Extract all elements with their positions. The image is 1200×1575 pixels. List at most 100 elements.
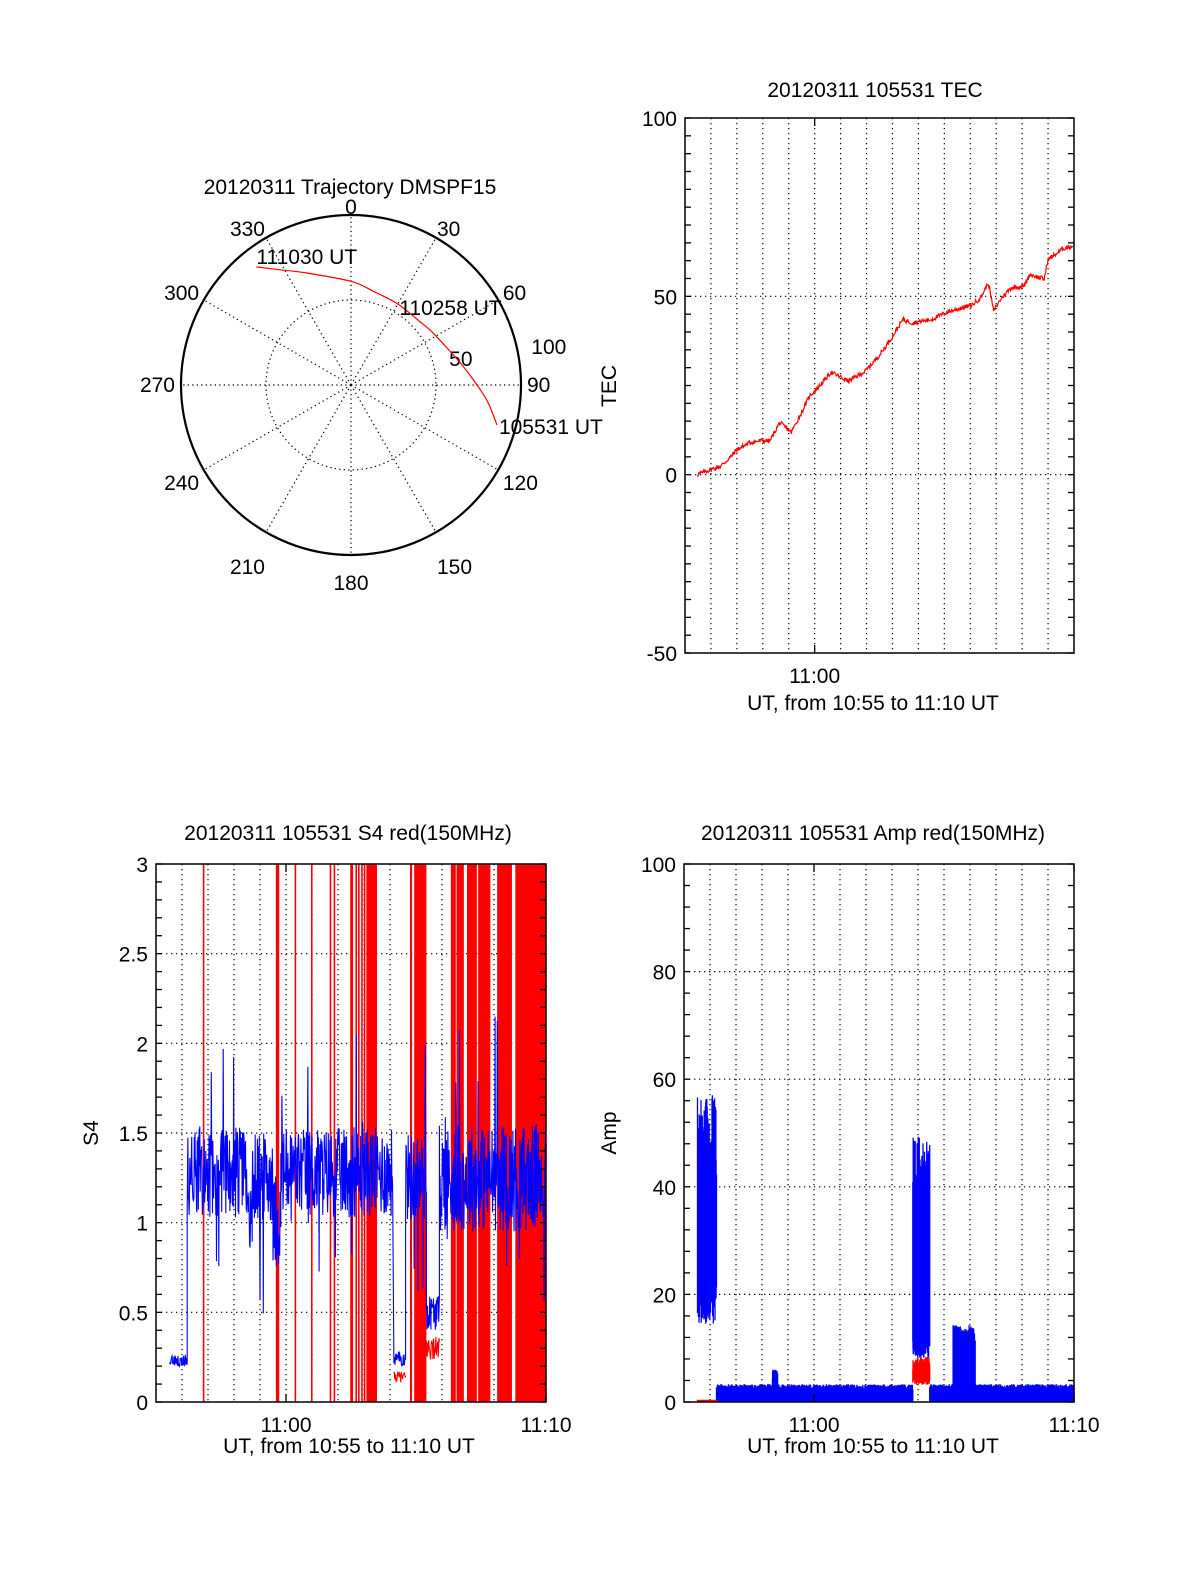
s4-red-line — [393, 1371, 407, 1383]
tec-ytick-label: -50 — [647, 643, 677, 666]
polar-angle-label: 300 — [164, 282, 199, 305]
s4-red-bar — [329, 864, 332, 1402]
amp-red-series — [696, 1399, 718, 1402]
amp-xlabel: UT, from 10:55 to 11:10 UT — [747, 1435, 999, 1458]
polar-angle-label: 180 — [333, 572, 368, 595]
s4-series — [169, 864, 546, 1402]
polar-angle-label: 60 — [503, 282, 526, 305]
s4-ytick-label: 0.5 — [119, 1302, 148, 1325]
tec-ylabel: TEC — [598, 365, 621, 407]
s4-xtick-label: 11:00 — [261, 1414, 312, 1437]
tec-ytick-label: 100 — [642, 108, 677, 131]
s4-red-bar — [294, 864, 297, 1402]
amp-ylabel: Amp — [598, 1111, 621, 1154]
tec-xlabel: UT, from 10:55 to 11:10 UT — [747, 692, 999, 715]
polar-spoke — [350, 384, 499, 471]
s4-red-bar — [310, 864, 313, 1402]
s4-title: 20120311 105531 S4 red(150MHz) — [184, 822, 512, 845]
s4-ytick-label: 3 — [136, 854, 148, 877]
tec-title: 20120311 105531 TEC — [767, 79, 982, 102]
amp-xtick-label: 11:00 — [789, 1414, 840, 1437]
amp-ticks: 0 20 40 60 80 100 11:00 11:10 — [641, 854, 1100, 1437]
amp-ytick-label: 60 — [653, 1069, 676, 1092]
trajectory-annotations: 105531 UT 110258 UT 111030 UT — [256, 246, 603, 439]
amp-xtick-label: 11:10 — [1049, 1414, 1100, 1437]
polar-angle-label: 330 — [230, 218, 265, 241]
s4-red-bar — [333, 864, 336, 1402]
trajectory-polar-plot: 20120311 Trajectory DMSPF15 0 30 60 90 120 15… — [140, 176, 603, 595]
amp-blue-series — [696, 1095, 718, 1324]
trajectory-time-label: 110258 UT — [399, 297, 502, 320]
s4-red-bar — [366, 864, 377, 1402]
tec-plot: 20120311 105531 TEC -50 0 50 100 11:00 TEC U… — [598, 79, 1075, 715]
s4-red-bar — [410, 864, 413, 1402]
s4-red-bar — [363, 864, 366, 1402]
polar-angle-label: 0 — [345, 196, 357, 219]
polar-angle-label: 210 — [230, 556, 265, 579]
s4-ytick-label: 1.5 — [119, 1123, 148, 1146]
polar-radial-labels: 50 100 — [449, 336, 566, 371]
s4-red-bar — [350, 864, 354, 1402]
amp-ytick-label: 80 — [653, 962, 676, 985]
tec-ytick-label: 50 — [654, 286, 677, 309]
s4-plot: 20120311 105531 S4 red(150MHz) 0 0.5 1 1.5 2… — [80, 822, 572, 1458]
tec-line — [696, 244, 1074, 477]
amp-ytick-label: 20 — [653, 1284, 676, 1307]
trajectory-series — [256, 266, 498, 426]
amp-title: 20120311 105531 Amp red(150MHz) — [701, 822, 1045, 845]
polar-outer-ring — [179, 213, 523, 557]
s4-red-line — [425, 1336, 440, 1360]
s4-ylabel: S4 — [80, 1120, 103, 1146]
s4-ytick-label: 2 — [136, 1033, 148, 1056]
tec-plot-frame — [684, 117, 1075, 654]
amp-plot-frame — [683, 863, 1075, 1403]
s4-ticks: 0 0.5 1 1.5 2 2.5 3 11:00 11:10 — [119, 854, 572, 1437]
s4-red-bar — [202, 864, 205, 1402]
amp-red-series — [912, 1356, 931, 1385]
polar-radial-label: 100 — [531, 336, 566, 359]
tec-xtick-label: 11:00 — [789, 665, 840, 688]
s4-red-bar — [275, 864, 280, 1402]
s4-red-bar — [478, 864, 491, 1402]
polar-spoke — [265, 384, 352, 533]
tec-grid — [685, 118, 1074, 653]
polar-radial-label: 50 — [449, 348, 472, 371]
amp-series — [696, 1095, 1075, 1402]
trajectory-line — [256, 266, 498, 426]
amp-plot: 20120311 105531 Amp red(150MHz) 0 20 40 60 8… — [598, 822, 1100, 1458]
polar-angle-label: 120 — [503, 472, 538, 495]
polar-angle-label: 150 — [437, 556, 472, 579]
amp-grid — [684, 864, 1074, 1402]
s4-red-bar — [358, 864, 360, 1402]
polar-angle-label: 90 — [527, 374, 550, 397]
trajectory-time-label: 105531 UT — [499, 416, 603, 439]
polar-grid — [179, 213, 523, 557]
amp-ytick-label: 0 — [664, 1392, 676, 1415]
polar-angle-label: 270 — [140, 374, 175, 397]
polar-spoke — [203, 384, 352, 471]
polar-title: 20120311 Trajectory DMSPF15 — [204, 176, 497, 199]
s4-xlabel: UT, from 10:55 to 11:10 UT — [223, 1435, 475, 1458]
tec-ticks: -50 0 50 100 11:00 — [642, 108, 1074, 688]
s4-red-bar — [497, 864, 512, 1402]
s4-ytick-label: 0 — [136, 1392, 148, 1415]
polar-angle-label: 240 — [164, 472, 199, 495]
s4-ytick-label: 2.5 — [119, 944, 148, 967]
s4-xtick-label: 11:10 — [521, 1414, 572, 1437]
polar-radial-ring — [265, 299, 437, 471]
s4-series-group — [169, 864, 546, 1402]
s4-ytick-label: 1 — [136, 1213, 148, 1236]
amp-blue-series — [952, 1325, 976, 1402]
tec-series — [696, 244, 1074, 477]
trajectory-time-label: 111030 UT — [256, 246, 357, 269]
tec-ytick-label: 0 — [665, 465, 677, 488]
amp-blue-series — [912, 1136, 931, 1359]
s4-red-bar — [450, 864, 456, 1402]
polar-angle-labels: 0 30 60 90 120 150 180 210 240 270 300 330 — [140, 196, 550, 595]
polar-spoke — [350, 384, 437, 533]
amp-blue-series — [929, 1384, 954, 1402]
amp-ytick-label: 40 — [653, 1177, 676, 1200]
amp-blue-series — [974, 1384, 1075, 1402]
amp-blue-series — [771, 1369, 779, 1402]
